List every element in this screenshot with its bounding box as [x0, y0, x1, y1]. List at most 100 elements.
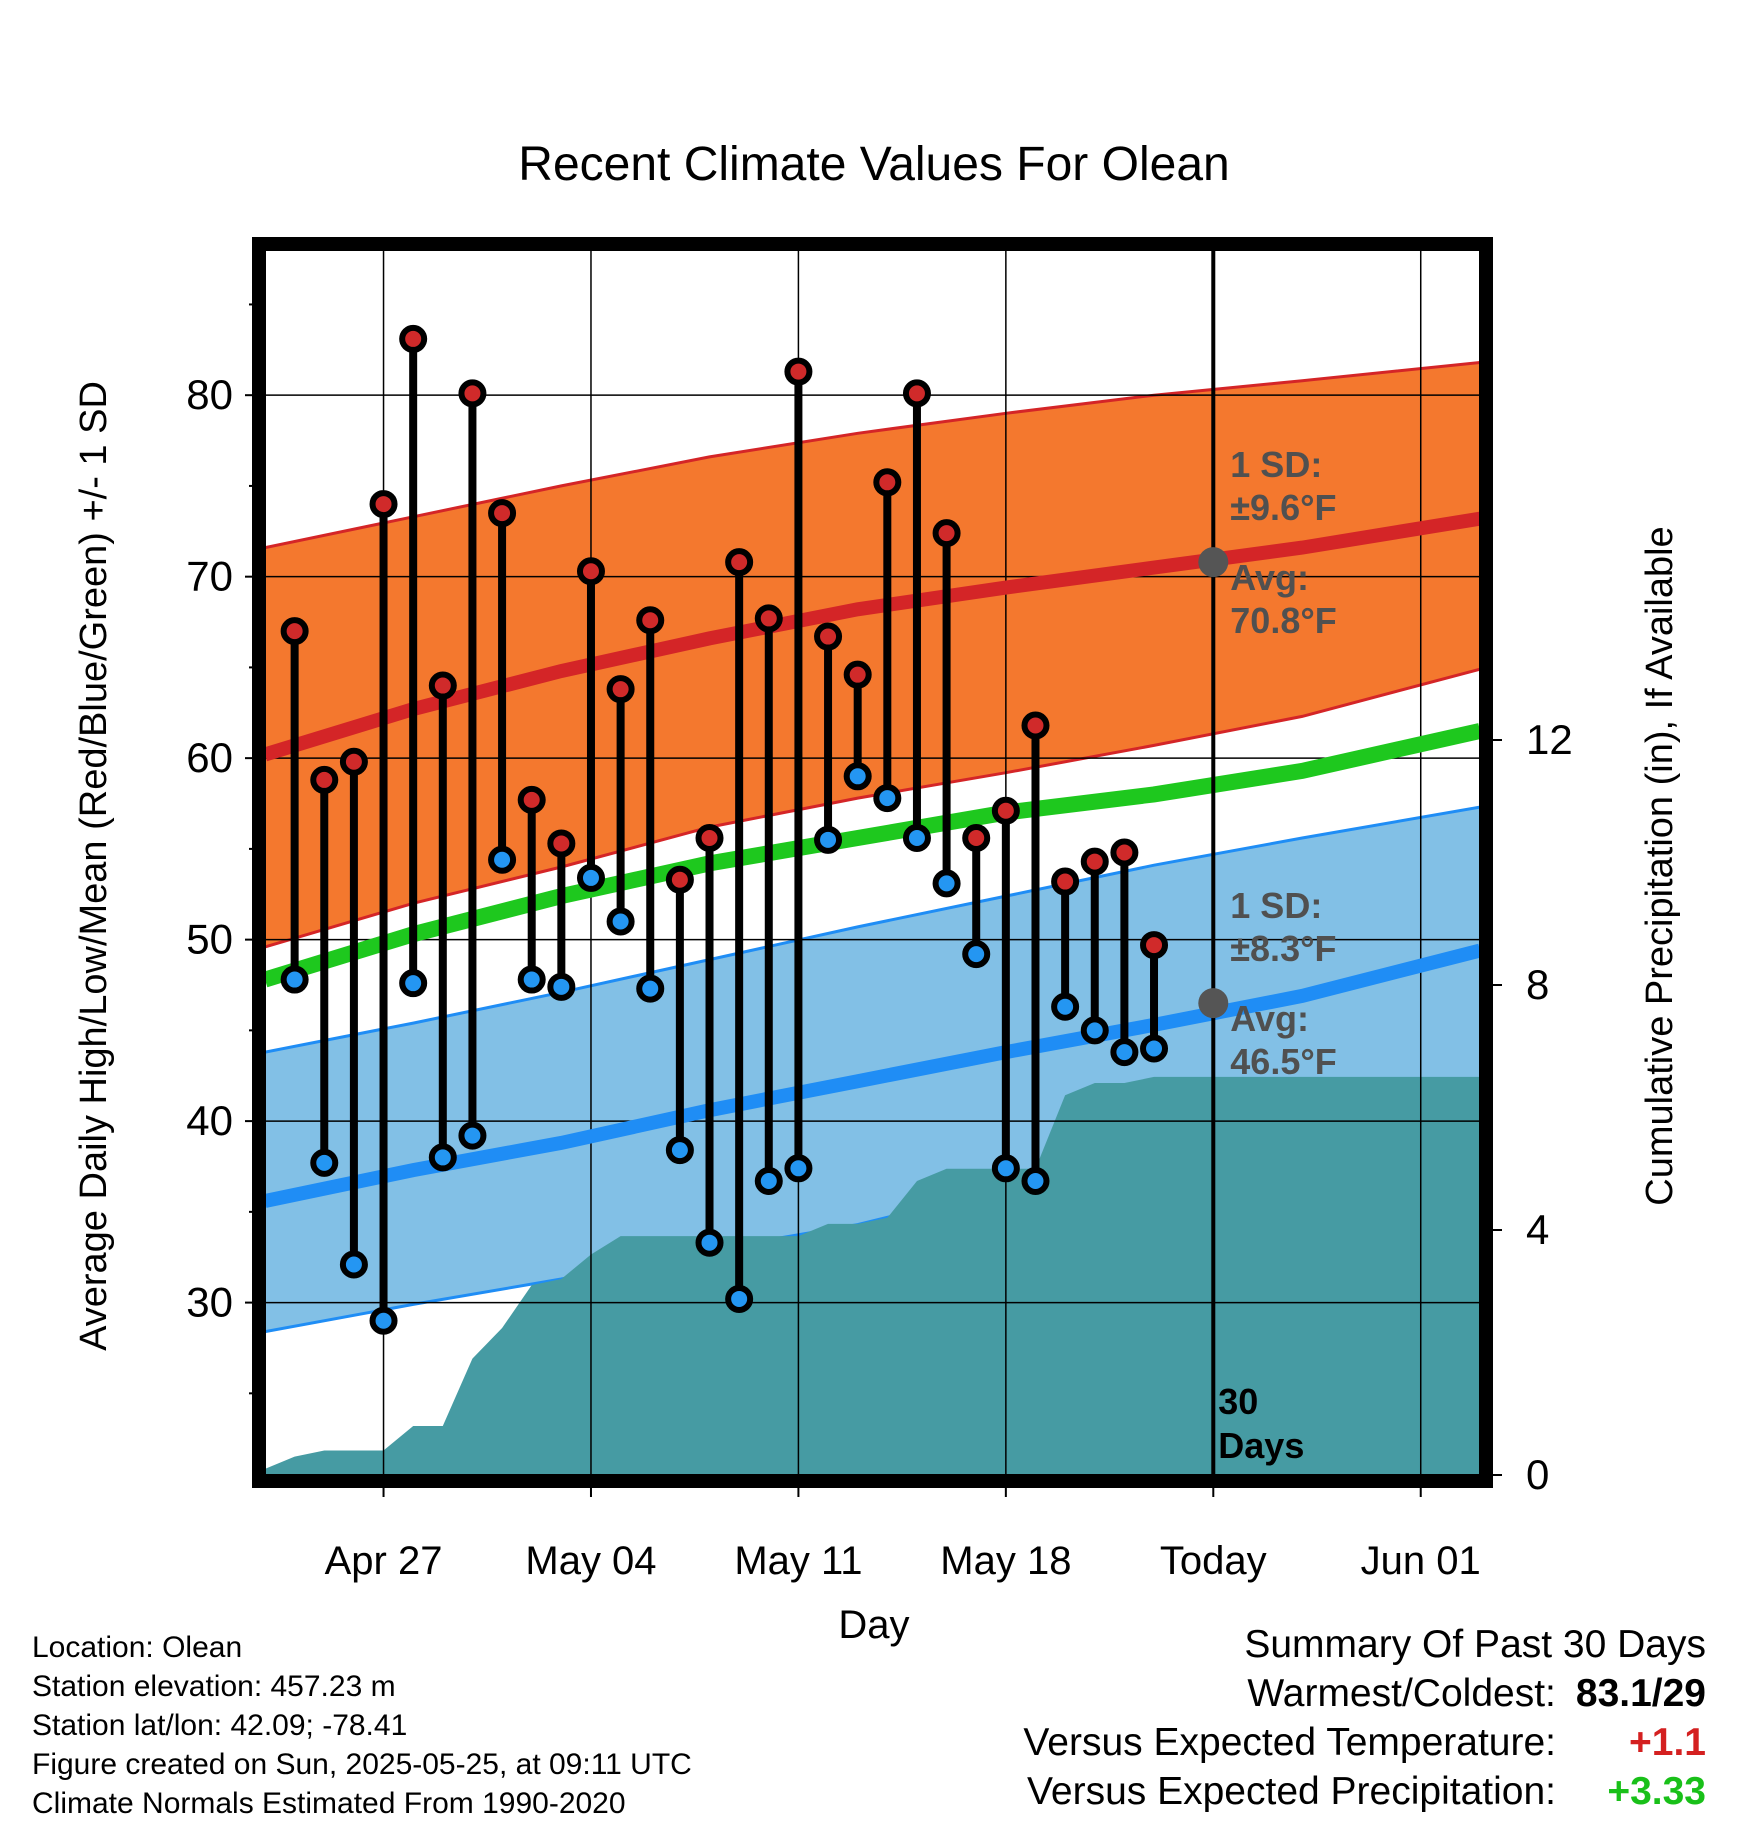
daily-high-point [636, 606, 665, 635]
temp-vs-expected-value: +1.1 [1629, 1721, 1706, 1764]
plot-frame [252, 237, 1493, 1488]
y-tick-label: 50 [186, 916, 233, 963]
daily-high-point [695, 824, 724, 852]
daily-high-point [991, 796, 1020, 825]
daily-low-point [1110, 1038, 1139, 1067]
high-avg-label: Avg: [1230, 557, 1309, 598]
daily-low-point [606, 907, 635, 936]
high-avg-marker [1198, 547, 1229, 578]
high-avg-value: 70.8°F [1230, 600, 1336, 641]
summary-warm-cold: Warmest/Coldest: 83.1/29 [1023, 1669, 1706, 1718]
daily-high-point [547, 829, 576, 858]
daily-low-point [754, 1167, 783, 1195]
daily-low-point [488, 845, 517, 874]
y2-tick-label: 0 [1526, 1451, 1549, 1498]
x-tick-label: Today [1160, 1539, 1267, 1583]
daily-high-point [606, 675, 635, 704]
daily-high-point [962, 824, 991, 852]
daily-high-point [517, 785, 546, 814]
high-sd-label: 1 SD: [1230, 444, 1322, 485]
normals-text: Climate Normals Estimated From 1990-2020 [32, 1787, 626, 1820]
low-avg-label: Avg: [1230, 998, 1309, 1039]
daily-high-point [902, 379, 931, 408]
low-sd-value: ±8.3°F [1230, 928, 1336, 969]
low-sd-label: 1 SD: [1230, 885, 1322, 926]
y2-tick-label: 8 [1526, 961, 1549, 1008]
daily-high-point [784, 357, 813, 386]
temp-vs-expected-label: Versus Expected Temperature: [1023, 1721, 1556, 1764]
y2-tick-label: 4 [1526, 1206, 1549, 1253]
low-sd-band [265, 807, 1480, 1332]
high-sd-value: ±9.6°F [1230, 487, 1336, 528]
daily-low-point [576, 863, 605, 892]
daily-low-point [399, 969, 428, 998]
daily-high-point [399, 324, 428, 353]
y-axis-label: Average Daily High/Low/Mean (Red/Blue/Gr… [73, 381, 115, 1351]
high-band-upper-edge [265, 361, 1480, 550]
x-tick-label: May 04 [525, 1539, 656, 1583]
low-avg-value: 46.5°F [1230, 1041, 1336, 1082]
daily-low-point [695, 1228, 724, 1257]
daily-low-point [369, 1306, 398, 1335]
x-tick-label: Apr 27 [325, 1539, 443, 1583]
daily-low-point [843, 762, 872, 791]
latlon-text: Station lat/lon: 42.09; -78.41 [32, 1709, 408, 1742]
daily-high-point [369, 490, 398, 519]
daily-high-point [488, 499, 517, 528]
daily-low-point [1080, 1016, 1109, 1045]
daily-low-point [873, 784, 902, 813]
warm-cold-label: Warmest/Coldest: [1247, 1672, 1556, 1715]
daily-high-point [814, 622, 843, 651]
daily-low-point [458, 1121, 487, 1150]
x-tick-label: May 11 [734, 1539, 862, 1583]
high-band-lower-edge [265, 667, 1480, 949]
today-count-label: 30 [1218, 1381, 1258, 1422]
y-tick-label: 60 [186, 734, 233, 781]
created-text: Figure created on Sun, 2025-05-25, at 09… [32, 1748, 692, 1781]
daily-high-point [1080, 847, 1109, 876]
daily-high-point [1110, 838, 1139, 867]
x-tick-label: May 18 [940, 1539, 1071, 1583]
location-text: Location: Olean [32, 1631, 243, 1664]
daily-low-point [547, 972, 576, 1001]
high-sd-band [265, 362, 1480, 947]
daily-high-point [428, 671, 457, 700]
daily-high-point [932, 519, 961, 548]
daily-low-point [962, 940, 991, 969]
daily-high-point [665, 865, 694, 894]
y2-axis-label: Cumulative Precipitation (in), If Availa… [1639, 526, 1681, 1205]
daily-low-point [665, 1136, 694, 1165]
daily-low-point [310, 1148, 339, 1177]
daily-low-point [814, 825, 843, 854]
daily-high-point [754, 604, 783, 633]
daily-high-point [458, 379, 487, 408]
daily-low-point [339, 1250, 368, 1279]
daily-low-point [280, 965, 309, 994]
daily-low-point [1140, 1034, 1169, 1063]
summary-panel: Summary Of Past 30 Days Warmest/Coldest:… [1023, 1620, 1706, 1816]
daily-high-point [1021, 711, 1050, 740]
chart-title: Recent Climate Values For Olean [518, 138, 1229, 191]
daily-high-point [725, 548, 754, 577]
y-tick-label: 40 [186, 1097, 233, 1144]
daily-high-point [310, 765, 339, 794]
daily-low-point [517, 965, 546, 994]
normal-mean-line [265, 723, 1480, 988]
x-axis-label: Day [838, 1603, 909, 1647]
low-band-upper-edge [265, 805, 1480, 1054]
summary-temp: Versus Expected Temperature: +1.1 [1023, 1718, 1706, 1767]
y2-tick-label: 12 [1526, 716, 1573, 763]
elevation-text: Station elevation: 457.23 m [32, 1670, 396, 1703]
daily-low-point [428, 1143, 457, 1172]
daily-low-point [991, 1154, 1020, 1183]
daily-low-point [1021, 1167, 1050, 1195]
y-tick-label: 80 [186, 371, 233, 418]
daily-high-point [1140, 931, 1169, 960]
x-tick-label: Jun 01 [1361, 1539, 1481, 1583]
summary-precip: Versus Expected Precipitation: +3.33 [1023, 1767, 1706, 1816]
summary-title: Summary Of Past 30 Days [1244, 1623, 1706, 1666]
daily-low-point [902, 824, 931, 852]
daily-high-point [843, 660, 872, 689]
